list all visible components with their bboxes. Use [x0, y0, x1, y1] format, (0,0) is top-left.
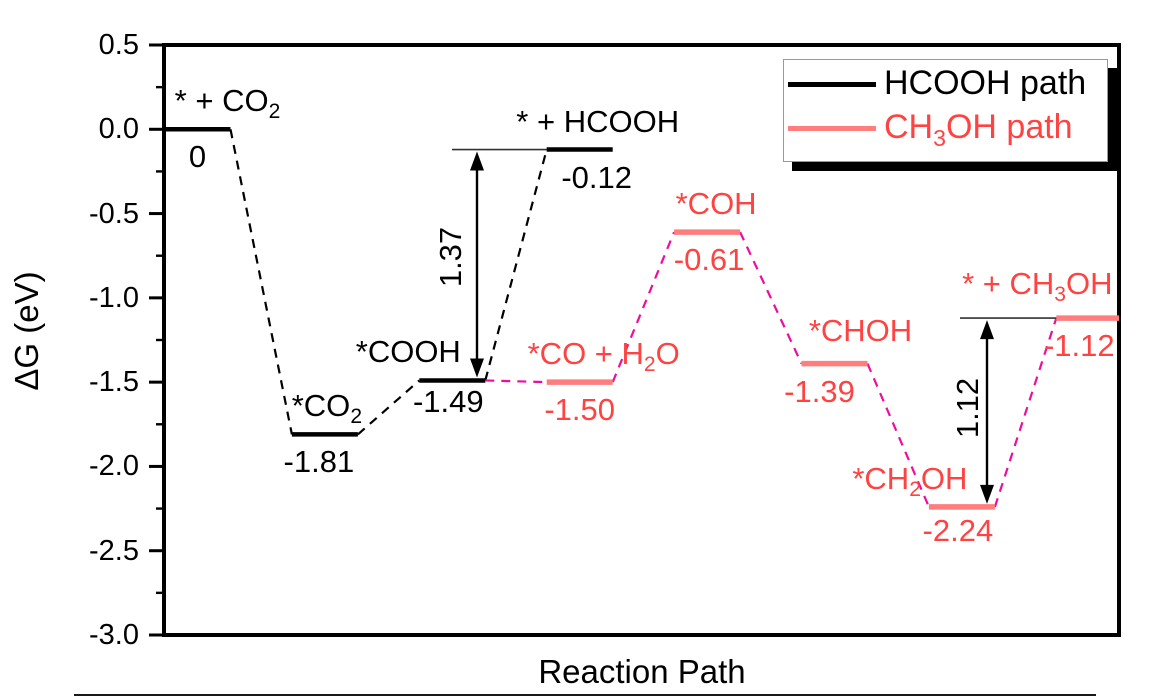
level-label: *CO + H2O	[527, 336, 680, 377]
legend-line-swatch	[788, 125, 876, 131]
y-tick-label: -1.0	[89, 281, 139, 314]
level-label: *CH2OH	[852, 460, 968, 502]
legend-item: HCOOH path	[788, 64, 1103, 103]
level-value: -1.12	[1043, 328, 1115, 364]
legend: HCOOH path CH3OH path	[783, 59, 1108, 162]
connector-line	[739, 231, 803, 365]
level-value: -0.61	[673, 242, 745, 278]
level-value: -1.81	[283, 444, 355, 480]
barrier-arrowhead-down	[470, 358, 484, 378]
axis-frame	[162, 43, 1121, 637]
level-value: -1.50	[544, 392, 616, 428]
level-value: -1.49	[412, 384, 484, 420]
level-value: -2.24	[922, 512, 994, 548]
level-value: -0.12	[561, 159, 633, 195]
connector-line	[485, 379, 547, 384]
y-tick-label: 0.5	[98, 29, 139, 61]
connector-line	[229, 129, 293, 435]
legend-line-swatch	[788, 81, 876, 87]
connector-line	[993, 317, 1058, 508]
barrier-value-label: 1.37	[432, 226, 468, 288]
legend-item: CH3OH path	[788, 108, 1103, 151]
level-label: * + CH3OH	[962, 266, 1113, 307]
barrier-value-label: 1.12	[949, 377, 985, 439]
y-tick-label: 0.0	[98, 113, 139, 146]
y-tick-label: -3.0	[89, 619, 139, 651]
level-label: *COOH	[355, 334, 461, 370]
barrier-arrowhead-up	[980, 320, 994, 340]
level-label: *COH	[675, 186, 757, 222]
level-label: * + HCOOH	[516, 103, 680, 139]
level-label: * + CO2	[174, 83, 281, 124]
level-label: *CO2	[291, 388, 363, 429]
y-axis-title: ΔG (eV)	[7, 271, 45, 391]
connector-line	[611, 231, 676, 383]
level-value: 0	[188, 139, 207, 175]
y-tick-label: -0.5	[89, 197, 139, 230]
y-tick-label: -2.0	[89, 450, 139, 483]
connector-line	[484, 149, 548, 381]
legend-item-label: HCOOH path	[884, 64, 1087, 103]
connector-line	[357, 379, 421, 436]
y-tick-label: -2.5	[89, 534, 139, 567]
barrier-arrowhead-up	[470, 151, 484, 171]
level-value: -1.39	[784, 373, 855, 409]
connector-line	[866, 363, 930, 508]
legend-item-label: CH3OH path	[884, 108, 1073, 151]
cropped-edge-artifact	[74, 694, 1096, 696]
level-label: *CHOH	[808, 312, 913, 348]
x-axis-title: Reaction Path	[538, 652, 746, 690]
barrier-arrowhead-down	[980, 484, 994, 504]
y-tick-label: -1.5	[89, 366, 139, 399]
